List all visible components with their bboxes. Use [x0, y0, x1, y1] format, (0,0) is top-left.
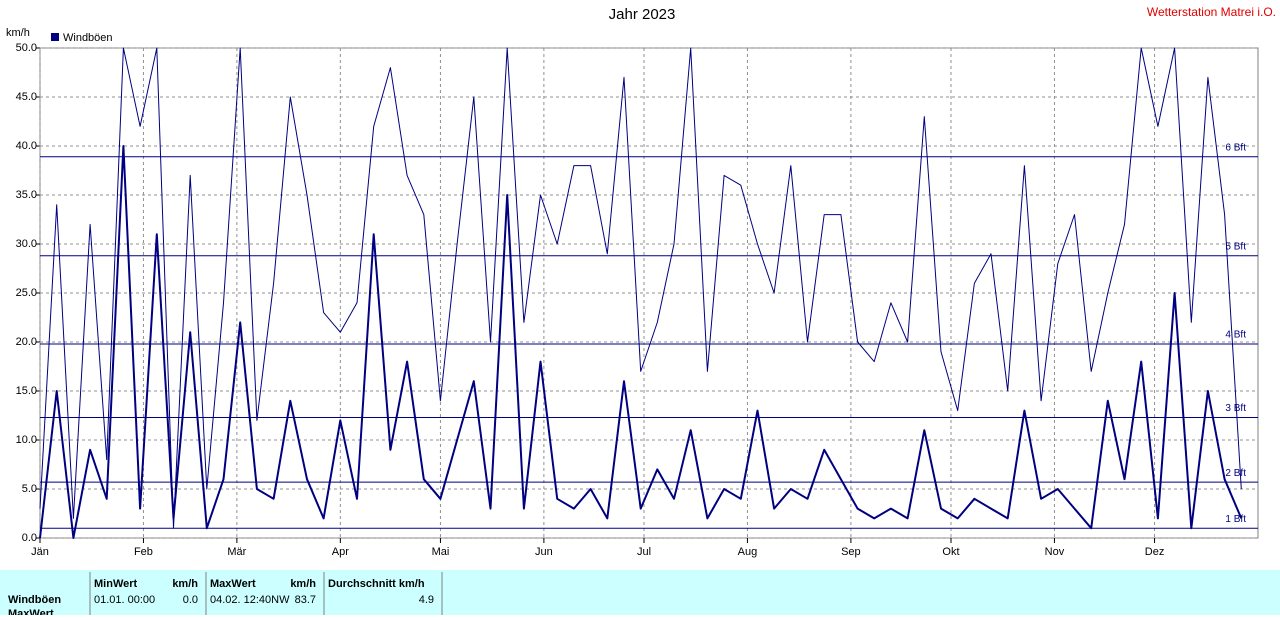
y-tick-label: 25.0	[16, 287, 37, 299]
x-tick-label: Apr	[332, 546, 349, 558]
x-tick-label: Okt	[942, 546, 959, 558]
beaufort-label: 3 Bft	[1225, 403, 1246, 414]
row-label: Windböen	[8, 594, 61, 606]
col-header: MinWert	[94, 578, 138, 590]
x-tick-label: Mai	[432, 546, 450, 558]
y-tick-label: 35.0	[16, 189, 37, 201]
beaufort-label: 4 Bft	[1225, 330, 1246, 341]
cell: 01.01. 00:00	[94, 594, 155, 606]
beaufort-label: 6 Bft	[1225, 142, 1246, 153]
x-tick-label: Dez	[1145, 546, 1165, 558]
legend-swatch	[51, 33, 59, 41]
y-axis-label: km/h	[6, 27, 30, 39]
cell: 4.9	[419, 594, 434, 606]
col-unit: km/h	[172, 578, 198, 590]
table-bg	[0, 570, 1280, 615]
cell: 0.0	[183, 594, 198, 606]
x-tick-label: Jun	[535, 546, 553, 558]
y-tick-label: 15.0	[16, 385, 37, 397]
x-tick-label: Sep	[841, 546, 861, 558]
x-tick-label: Jul	[637, 546, 651, 558]
legend-label: Windböen	[63, 32, 113, 44]
line-series	[39, 47, 1242, 529]
beaufort-label: 2 Bft	[1225, 468, 1246, 479]
col-header: Durchschnitt km/h	[328, 578, 425, 590]
y-tick-label: 10.0	[16, 434, 37, 446]
y-tick-label: 40.0	[16, 140, 37, 152]
beaufort-label: 5 Bft	[1225, 241, 1246, 252]
x-tick-label: Feb	[134, 546, 153, 558]
x-tick-label: Jän	[31, 546, 49, 558]
y-tick-label: 5.0	[22, 483, 37, 495]
y-tick-label: 20.0	[16, 336, 37, 348]
x-tick-label: Mär	[227, 546, 246, 558]
beaufort-label: 1 Bft	[1225, 514, 1246, 525]
cell: 83.7	[295, 594, 316, 606]
y-tick-label: 50.0	[16, 42, 37, 54]
chart-title: Jahr 2023	[609, 6, 676, 23]
cell: 04.02. 12:40NW	[210, 594, 290, 606]
line-series	[39, 145, 1243, 539]
station: Wetterstation Matrei i.O.	[1147, 5, 1276, 19]
y-tick-label: 45.0	[16, 91, 37, 103]
x-tick-label: Aug	[738, 546, 758, 558]
y-tick-label: 30.0	[16, 238, 37, 250]
y-tick-label: 0.0	[22, 532, 37, 544]
col-unit: km/h	[290, 578, 316, 590]
col-header: MaxWert	[210, 578, 256, 590]
row-label: MaxWert	[8, 608, 54, 615]
x-tick-label: Nov	[1045, 546, 1065, 558]
